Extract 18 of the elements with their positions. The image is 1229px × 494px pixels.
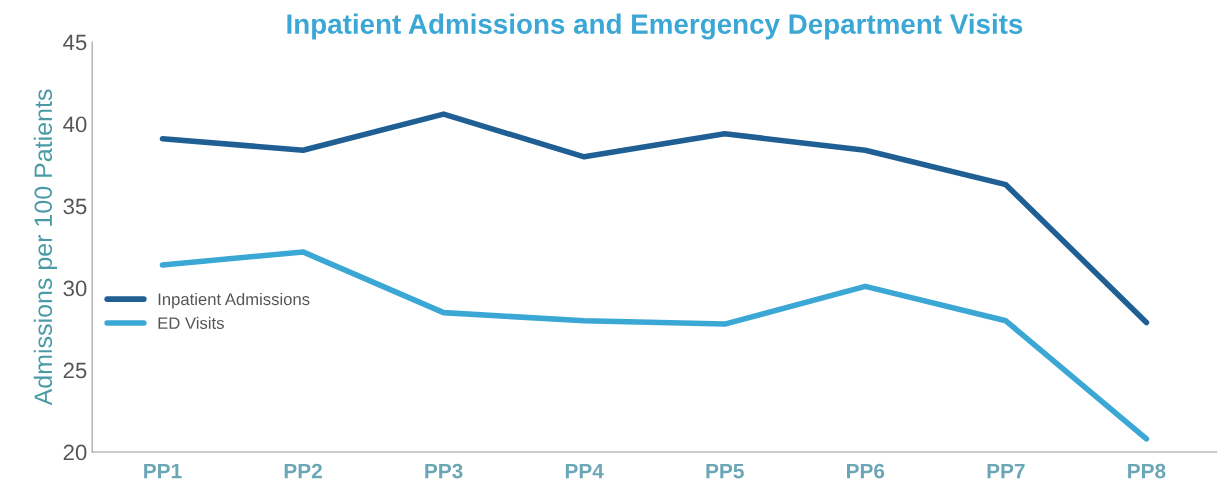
y-tick-label: 25 — [63, 362, 87, 379]
y-tick-label: 35 — [63, 198, 87, 215]
x-tick-label: PP1 — [144, 463, 182, 479]
x-tick-label: PP4 — [565, 463, 604, 479]
y-tick-label: 30 — [63, 280, 87, 297]
legend-label: ED Visits — [158, 316, 224, 330]
x-tick-label: PP3 — [425, 463, 463, 479]
y-axis-title: Admissions per 100 Patients — [33, 89, 58, 406]
x-tick-label: PP8 — [1128, 463, 1166, 479]
legend-label: Inpatient Admissions — [158, 292, 310, 309]
x-tick-label: PP5 — [706, 463, 744, 479]
chart-title: Inpatient Admissions and Emergency Department Visits — [287, 13, 1023, 40]
x-tick-label: PP2 — [284, 463, 322, 479]
y-tick-label: 20 — [63, 444, 87, 461]
x-tick-label: PP7 — [987, 463, 1025, 479]
y-tick-label: 45 — [63, 34, 87, 51]
x-tick-label: PP6 — [847, 463, 885, 479]
y-tick-label: 40 — [63, 116, 87, 133]
